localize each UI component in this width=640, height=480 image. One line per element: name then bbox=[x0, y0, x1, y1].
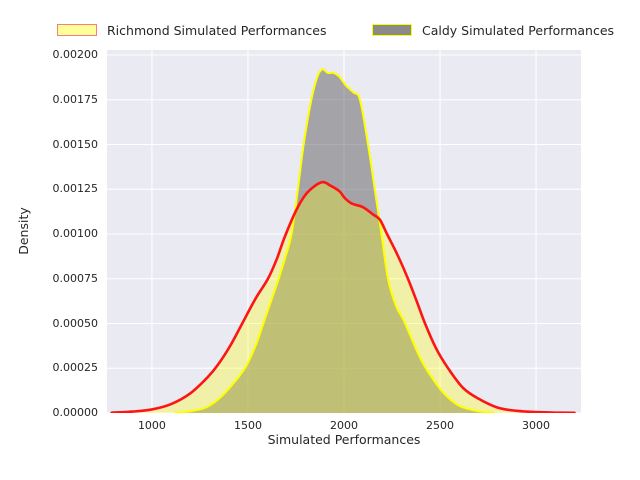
y-tick-label: 0.00000 bbox=[52, 406, 99, 419]
y-tick-label: 0.00050 bbox=[52, 316, 99, 330]
richmond-legend-swatch bbox=[57, 24, 97, 36]
y-tick-label: 0.00150 bbox=[52, 137, 99, 151]
y-tick-label: 0.00100 bbox=[52, 227, 99, 240]
y-tick-label: 0.00175 bbox=[52, 92, 99, 106]
y-tick-label: 0.00200 bbox=[52, 48, 99, 61]
x-tick-label: 3000 bbox=[522, 419, 551, 432]
richmond-legend-label: Richmond Simulated Performances bbox=[107, 22, 327, 38]
x-tick-label: 1500 bbox=[233, 419, 262, 432]
caldy-legend-label: Caldy Simulated Performances bbox=[422, 22, 615, 38]
y-axis-label: Density bbox=[16, 207, 31, 255]
caldy-density-curve bbox=[173, 68, 495, 413]
x-tick-label: 2000 bbox=[330, 419, 358, 432]
y-tick-label: 0.00025 bbox=[52, 361, 99, 375]
x-tick-label: 1000 bbox=[137, 419, 166, 432]
richmond-density-curve bbox=[110, 180, 576, 413]
legend-item-richmond: Richmond Simulated Performances bbox=[57, 22, 326, 38]
x-axis-label: Simulated Performances bbox=[267, 432, 421, 447]
caldy-density-fill bbox=[174, 69, 494, 413]
caldy-legend-swatch bbox=[372, 24, 412, 36]
y-tick-label: 0.00075 bbox=[52, 271, 99, 285]
legend-item-caldy: Caldy Simulated Performances bbox=[372, 22, 614, 38]
richmond-density-fill bbox=[111, 182, 575, 413]
x-tick-label: 2500 bbox=[426, 419, 455, 432]
y-tick-label: 0.00125 bbox=[52, 182, 99, 196]
